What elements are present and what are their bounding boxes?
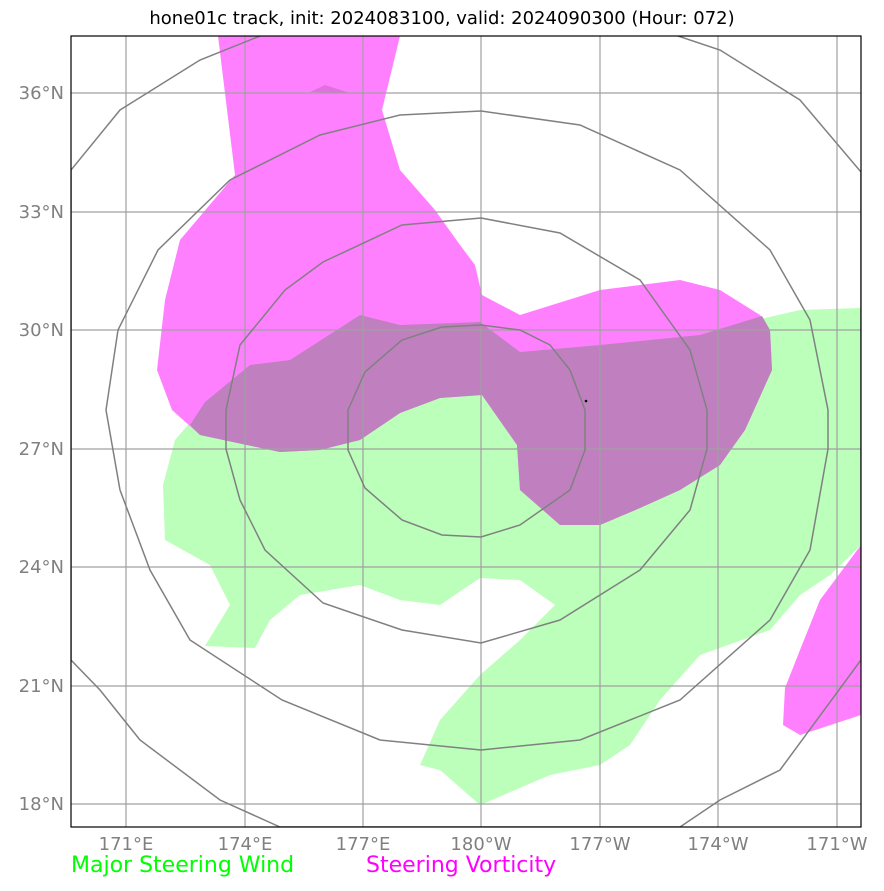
range-ring-2 (225, 217, 708, 644)
steering-vorticity-blob-north (310, 85, 350, 93)
wind-vorticity-overlap (190, 315, 772, 525)
lat-tick-labels: 36°N 33°N 30°N 27°N 24°N 21°N 18°N (19, 83, 64, 815)
range-ring-1 (347, 324, 586, 538)
lat-label-27n: 27°N (19, 439, 64, 460)
lon-label-171e: 171°E (99, 834, 154, 855)
range-ring-3 (105, 110, 829, 751)
lat-label-18n: 18°N (19, 794, 64, 815)
lat-label-33n: 33°N (19, 202, 64, 223)
plot-frame (70, 35, 862, 828)
graticule (71, 36, 861, 827)
lon-label-180w: 180°W (450, 834, 511, 855)
lat-label-21n: 21°N (19, 676, 64, 697)
lon-label-177w: 177°W (569, 834, 630, 855)
lat-label-36n: 36°N (19, 83, 64, 104)
lon-label-174w: 174°W (687, 834, 748, 855)
storm-center-marker (584, 399, 588, 403)
lat-label-24n: 24°N (19, 557, 64, 578)
range-ring-4 (71, 36, 861, 827)
range-rings (71, 36, 861, 827)
lon-label-177e: 177°E (336, 834, 391, 855)
legend-vorticity: Steering Vorticity (366, 853, 557, 878)
lon-tick-labels: 171°E 174°E 177°E 180°W 177°W 174°W 171°… (99, 834, 868, 855)
legend-wind: Major Steering Wind (71, 853, 295, 878)
lat-label-30n: 30°N (19, 320, 64, 341)
lon-label-171w: 171°W (806, 834, 867, 855)
lon-label-174e: 174°E (218, 834, 273, 855)
map-title: hone01c track, init: 2024083100, valid: … (149, 8, 735, 29)
